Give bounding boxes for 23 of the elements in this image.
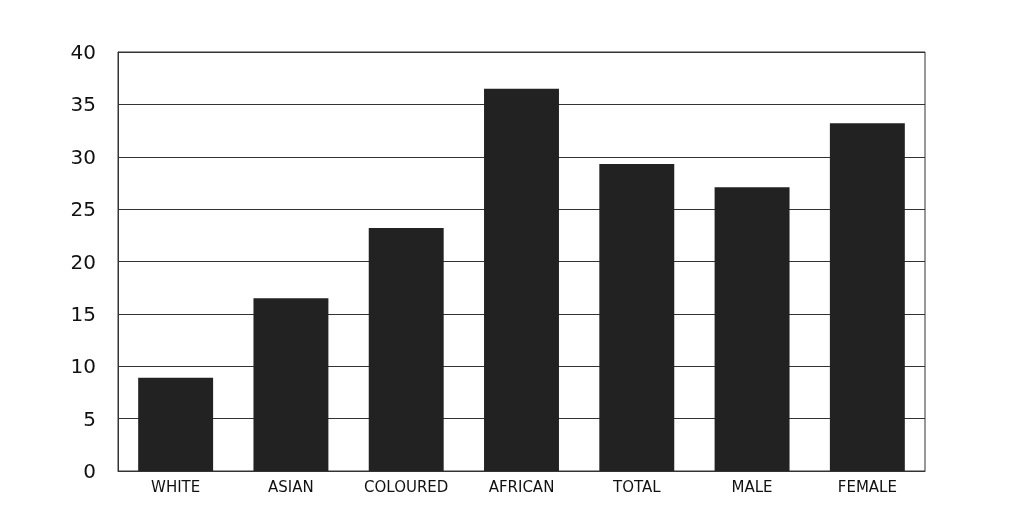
y-tick-label: 40 [70,40,96,64]
x-tick-label: AFRICAN [488,477,555,496]
x-tick-label: FEMALE [837,477,897,496]
x-tick-label: TOTAL [611,477,662,496]
x-tick-label: COLOURED [364,477,449,496]
bar [138,377,214,471]
x-tick-label: WHITE [151,477,201,496]
x-tick-label: ASIAN [268,477,314,496]
bar [599,164,675,471]
bar [484,88,559,471]
y-tick-label: 35 [70,92,96,117]
y-tick-label: 10 [70,354,96,379]
y-tick-label: 0 [83,459,96,483]
y-tick-label: 30 [70,144,96,169]
bar [253,298,329,471]
y-tick-label: 15 [70,301,96,326]
bar [714,187,790,471]
bar [368,227,444,471]
y-tick-label: 25 [70,197,96,222]
bar [829,123,905,471]
y-tick-label: 20 [70,249,96,274]
y-tick-label: 5 [83,406,96,431]
x-tick-label: MALE [731,477,773,496]
